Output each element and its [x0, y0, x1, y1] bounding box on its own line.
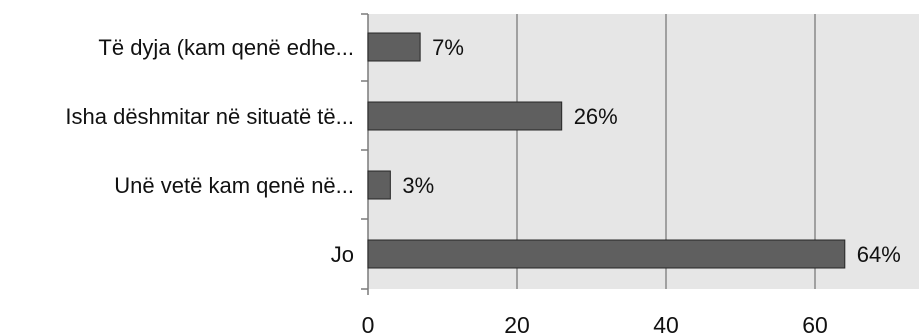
- bar-2: [367, 170, 391, 200]
- data-label-3: 64%: [857, 242, 901, 267]
- category-label-2: Unë vetë kam qenë në...: [114, 173, 354, 198]
- bar-1: [367, 101, 563, 131]
- category-label-3: Jo: [331, 242, 354, 267]
- category-label-0: Të dyja (kam qenë edhe...: [98, 35, 354, 60]
- x-tick-label-20: 20: [504, 312, 530, 333]
- data-label-2: 3%: [402, 173, 434, 198]
- data-label-0: 7%: [432, 35, 464, 60]
- bar-0: [367, 32, 421, 62]
- x-tick-label-40: 40: [653, 312, 679, 333]
- x-tick-label-60: 60: [802, 312, 828, 333]
- data-label-1: 26%: [574, 104, 618, 129]
- category-label-1: Isha dëshmitar në situatë të...: [65, 104, 354, 129]
- bar-3: [367, 239, 846, 269]
- x-tick-label-0: 0: [362, 312, 375, 333]
